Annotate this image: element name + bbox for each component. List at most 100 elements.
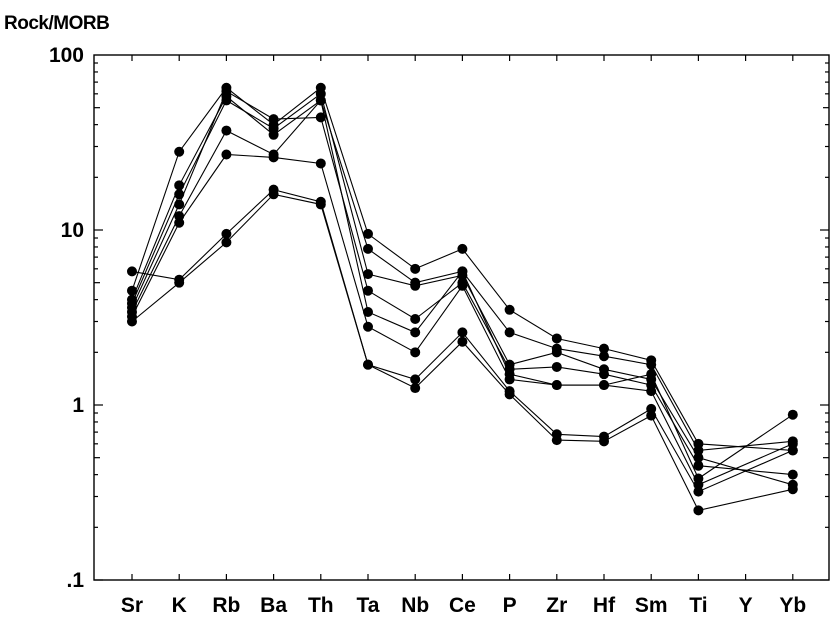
data-point <box>787 445 798 456</box>
x-tick-label: Th <box>308 594 334 617</box>
data-point <box>363 359 373 370</box>
y-axis-title: Rock/MORB <box>4 13 109 34</box>
data-point <box>315 95 326 106</box>
data-point <box>787 484 798 495</box>
data-point <box>268 189 279 200</box>
series-line <box>131 153 794 486</box>
x-tick-label: Nb <box>401 594 429 617</box>
data-point <box>315 112 326 123</box>
series-line <box>131 90 793 476</box>
data-point <box>315 158 326 169</box>
data-point <box>646 410 657 421</box>
data-point <box>410 327 421 338</box>
data-point <box>693 505 704 516</box>
series-line <box>131 193 793 512</box>
data-point <box>268 114 279 125</box>
data-point <box>693 460 704 471</box>
x-tick-label: Ce <box>449 594 476 617</box>
data-point <box>551 361 562 372</box>
series-line <box>131 92 793 486</box>
data-point <box>599 343 609 354</box>
data-point <box>551 380 562 391</box>
x-tick-label: K <box>172 594 187 617</box>
data-point <box>504 327 515 338</box>
data-point <box>646 369 657 380</box>
data-point <box>221 86 232 97</box>
data-point <box>551 333 562 344</box>
data-point <box>127 285 137 296</box>
x-tick-label: Y <box>739 594 753 617</box>
data-point <box>551 435 562 446</box>
data-point <box>174 189 185 200</box>
y-tick-label: 1 <box>72 394 84 417</box>
data-point <box>363 306 373 317</box>
y-tick-label: .1 <box>66 569 84 592</box>
data-point <box>315 199 326 210</box>
data-point <box>363 285 373 296</box>
y-tick-label: 10 <box>61 219 84 242</box>
data-point <box>457 280 468 291</box>
data-point <box>551 347 562 358</box>
data-point <box>363 269 373 280</box>
data-point <box>504 374 515 385</box>
data-point <box>174 146 185 157</box>
data-point <box>504 389 515 400</box>
data-point <box>410 383 421 394</box>
data-point <box>174 217 185 228</box>
data-point <box>363 228 373 239</box>
data-point <box>599 351 609 362</box>
data-point <box>457 243 468 254</box>
x-tick-label: Ti <box>689 594 707 617</box>
series-line <box>131 189 794 493</box>
data-point <box>504 304 515 315</box>
x-tick-label: Sr <box>121 594 143 617</box>
x-tick-label: Ba <box>260 594 287 617</box>
data-point <box>599 436 609 447</box>
data-point <box>363 321 373 332</box>
data-point <box>127 266 137 277</box>
data-point <box>693 445 704 456</box>
x-tick-label: Ta <box>357 594 380 617</box>
data-point <box>268 123 279 134</box>
data-point <box>410 280 421 291</box>
y-tick-label: 100 <box>49 44 84 67</box>
data-point <box>410 314 421 325</box>
data-point <box>599 369 609 380</box>
data-point <box>457 336 468 347</box>
data-point <box>174 180 185 191</box>
data-point <box>127 316 137 327</box>
data-point <box>457 327 468 338</box>
data-point <box>221 125 232 136</box>
x-tick-label: Sm <box>635 594 668 617</box>
data-point <box>221 237 232 248</box>
data-point <box>457 266 468 277</box>
data-point <box>221 149 232 160</box>
data-point <box>268 152 279 163</box>
data-point <box>693 486 704 497</box>
data-point <box>363 243 373 254</box>
data-point <box>693 452 704 463</box>
data-point <box>787 469 798 480</box>
x-tick-label: Hf <box>593 594 616 617</box>
x-tick-label: P <box>503 594 517 617</box>
data-point <box>174 199 185 210</box>
data-point <box>174 277 185 288</box>
series-line <box>131 86 793 451</box>
series-line <box>131 99 794 480</box>
data-point <box>410 374 421 385</box>
data-point <box>787 409 798 420</box>
plot-frame <box>93 54 830 581</box>
data-point <box>221 228 232 239</box>
data-point <box>410 347 421 358</box>
data-point <box>599 380 609 391</box>
x-tick-label: Zr <box>546 594 567 617</box>
x-tick-label: Rb <box>212 594 240 617</box>
y-tick-labels: 100 10 1 .1 <box>49 44 84 592</box>
x-tick-label: Yb <box>779 594 806 617</box>
series-line <box>131 95 793 451</box>
data-point <box>646 359 657 370</box>
series-lines <box>131 86 794 512</box>
axis-ticks <box>94 55 829 581</box>
data-point <box>646 386 657 397</box>
